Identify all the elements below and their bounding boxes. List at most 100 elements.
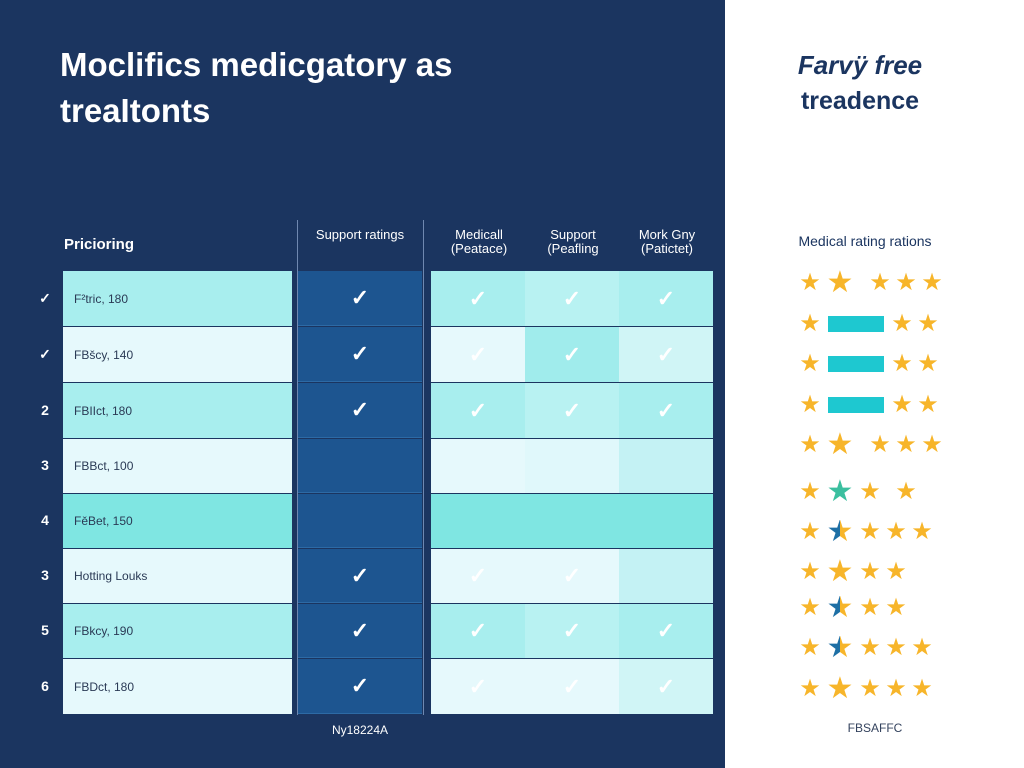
check-icon: ✓ <box>656 397 676 423</box>
check-icon: ✓ <box>656 618 676 643</box>
rating-cell[interactable]: ✓ <box>431 549 525 603</box>
divider <box>423 220 424 715</box>
rating-cell[interactable] <box>525 494 619 548</box>
rating-cell[interactable] <box>431 494 525 548</box>
support-rating-cell[interactable]: ✓ <box>298 327 422 382</box>
star-icon: ★ <box>885 558 907 585</box>
table-row-name[interactable]: FBkcy, 190 <box>63 604 292 658</box>
star-icon: ★ <box>911 675 933 702</box>
table-row-name[interactable]: FBBct, 100 <box>63 439 292 493</box>
star-icon: ★ <box>885 594 907 621</box>
ratings-footer: FBSAFFC <box>847 721 903 735</box>
check-icon: ✓ <box>562 673 582 699</box>
rating-row: ★ ★ ★ ★ ★ <box>798 672 934 705</box>
rating-cell[interactable] <box>619 494 713 548</box>
support-rating-cell[interactable] <box>298 494 422 548</box>
check-icon: ✓ <box>468 341 488 367</box>
star-icon: ★ <box>921 431 943 458</box>
table-row-name[interactable]: FBIIct, 180 <box>63 383 292 438</box>
check-icon: ✓ <box>468 618 488 643</box>
check-icon: ✓ <box>562 285 582 311</box>
star-icon: ★ <box>799 431 821 458</box>
star-icon: ★ <box>799 594 821 621</box>
big-star-icon: ★ <box>826 428 854 461</box>
check-icon: ✓ <box>350 341 370 366</box>
rating-cell[interactable] <box>619 439 713 493</box>
rating-cell[interactable]: ✓ <box>431 327 525 382</box>
big-star-icon: ★ <box>826 672 854 705</box>
star-icon: ★ <box>895 431 917 458</box>
rating-row: ★ ★ ★ ★ ★ <box>798 633 934 663</box>
side-title: Farvÿ free treadence <box>760 50 960 116</box>
rating-row: ★ ★ ★ <box>798 352 940 376</box>
rating-cell[interactable]: ✓ <box>431 659 525 714</box>
table-row-name[interactable]: F²tric, 180 <box>63 271 292 326</box>
support-rating-cell[interactable]: ✓ <box>298 383 422 438</box>
support-rating-cell[interactable] <box>298 439 422 493</box>
star-icon: ★ <box>859 478 881 505</box>
star-icon: ★ <box>891 310 913 337</box>
table-footer: Ny18224A <box>331 723 389 737</box>
rating-cell[interactable]: ✓ <box>619 327 713 382</box>
column-header-support-ratings: Support ratings <box>315 227 405 242</box>
row-marker: 2 <box>41 401 49 418</box>
check-icon: ✓ <box>350 397 370 422</box>
main-panel: Moclifics medicgatory as treaItonts Pric… <box>0 0 725 768</box>
star-icon: ★ <box>799 478 821 505</box>
rating-bar <box>828 397 884 413</box>
rating-cell[interactable]: ✓ <box>525 604 619 658</box>
support-rating-cell[interactable]: ✓ <box>298 659 422 714</box>
page-title: Moclifics medicgatory as treaItonts <box>60 46 453 129</box>
half-star-icon: ★ <box>824 633 856 663</box>
divider <box>297 220 298 715</box>
rating-row: ★ ★ ★ ★ ★ <box>798 517 934 547</box>
rating-row: ★ ★ ★ ★ <box>798 593 908 623</box>
rating-cell[interactable] <box>619 549 713 603</box>
rating-cell[interactable] <box>525 439 619 493</box>
star-icon: ★ <box>895 269 917 296</box>
star-icon: ★ <box>799 391 821 418</box>
half-star-icon: ★ <box>824 593 856 623</box>
row-marker: 3 <box>41 457 49 473</box>
star-icon: ★ <box>859 675 881 702</box>
table-row-name[interactable]: FBDct, 180 <box>63 659 292 714</box>
rating-cell[interactable]: ✓ <box>525 271 619 326</box>
rating-cell[interactable]: ✓ <box>431 383 525 438</box>
row-marker: 6 <box>41 677 49 694</box>
side-title-line2: treadence <box>800 87 920 115</box>
row-marker: ✓ <box>39 289 51 306</box>
half-star-icon: ★ <box>824 517 856 547</box>
rating-cell[interactable] <box>431 439 525 493</box>
ratings-subtitle: Medical rating rations <box>798 233 932 249</box>
rating-cell[interactable]: ✓ <box>525 549 619 603</box>
rating-cell[interactable]: ✓ <box>431 271 525 326</box>
check-icon: ✓ <box>656 673 676 699</box>
rating-cell[interactable]: ✓ <box>525 383 619 438</box>
table-row-name[interactable]: FěBet, 150 <box>63 494 292 548</box>
star-icon: ★ <box>885 675 907 702</box>
check-icon: ✓ <box>350 673 370 698</box>
rating-cell[interactable]: ✓ <box>619 604 713 658</box>
rating-cell[interactable]: ✓ <box>431 604 525 658</box>
support-rating-cell[interactable]: ✓ <box>298 549 422 603</box>
check-icon: ✓ <box>562 563 582 588</box>
check-icon: ✓ <box>656 341 676 367</box>
star-icon: ★ <box>895 478 917 505</box>
row-marker: ✓ <box>39 345 51 362</box>
rating-cell[interactable]: ✓ <box>619 383 713 438</box>
star-icon: ★ <box>799 634 821 661</box>
star-icon: ★ <box>911 634 933 661</box>
star-icon: ★ <box>911 518 933 545</box>
rating-cell[interactable]: ✓ <box>525 327 619 382</box>
star-icon: ★ <box>885 518 907 545</box>
support-rating-cell[interactable]: ✓ <box>298 604 422 658</box>
column-header-medical: Medicall (Peatace) <box>450 227 508 256</box>
table-row-name[interactable]: FBšcy, 140 <box>63 327 292 382</box>
rating-cell[interactable]: ✓ <box>525 659 619 714</box>
rating-cell[interactable]: ✓ <box>619 659 713 714</box>
table-row-name[interactable]: Hotting Louks <box>63 549 292 603</box>
rating-cell[interactable]: ✓ <box>619 271 713 326</box>
rating-row: ★ ★ ★ <box>798 312 940 336</box>
support-rating-cell[interactable]: ✓ <box>298 271 422 326</box>
check-icon: ✓ <box>562 618 582 643</box>
